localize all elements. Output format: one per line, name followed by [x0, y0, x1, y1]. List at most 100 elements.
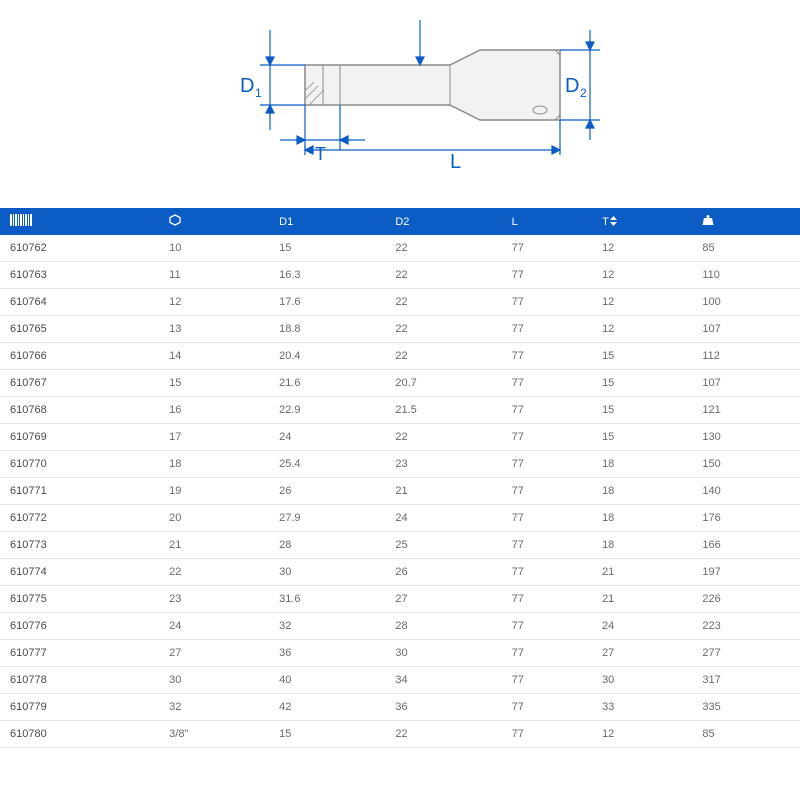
table-row: 6107691724227715130	[0, 424, 800, 451]
table-row: 6107762432287724223	[0, 613, 800, 640]
cell-L: 77	[502, 451, 592, 478]
cell-L: 77	[502, 694, 592, 721]
cell-T: 24	[592, 613, 692, 640]
col-weight	[692, 208, 800, 235]
cell-code: 610765	[0, 316, 159, 343]
cell-T: 15	[592, 397, 692, 424]
table-row: 6107651318.8227712107	[0, 316, 800, 343]
cell-L: 77	[502, 262, 592, 289]
cell-T: 18	[592, 451, 692, 478]
cell-L: 77	[502, 289, 592, 316]
cell-T: 15	[592, 343, 692, 370]
cell-D2: 30	[385, 640, 501, 667]
svg-text:D: D	[565, 75, 579, 97]
cell-weight: 335	[692, 694, 800, 721]
cell-D2: 27	[385, 586, 501, 613]
cell-hex: 30	[159, 667, 269, 694]
cell-hex: 32	[159, 694, 269, 721]
cell-L: 77	[502, 343, 592, 370]
cell-L: 77	[502, 667, 592, 694]
cell-weight: 197	[692, 559, 800, 586]
cell-hex: 20	[159, 505, 269, 532]
cell-L: 77	[502, 370, 592, 397]
cell-code: 610764	[0, 289, 159, 316]
cell-code: 610767	[0, 370, 159, 397]
cell-D2: 22	[385, 424, 501, 451]
col-d1: D1	[269, 208, 385, 235]
cell-code: 610771	[0, 478, 159, 505]
cell-L: 77	[502, 235, 592, 262]
cell-D1: 26	[269, 478, 385, 505]
cell-T: 21	[592, 559, 692, 586]
cell-D1: 40	[269, 667, 385, 694]
cell-hex: 12	[159, 289, 269, 316]
cell-T: 18	[592, 478, 692, 505]
cell-L: 77	[502, 478, 592, 505]
cell-L: 77	[502, 586, 592, 613]
cell-D1: 22.9	[269, 397, 385, 424]
cell-D2: 22	[385, 343, 501, 370]
cell-code: 610773	[0, 532, 159, 559]
cell-D1: 16.3	[269, 262, 385, 289]
cell-weight: 110	[692, 262, 800, 289]
cell-D2: 21	[385, 478, 501, 505]
socket-diagram: D 1 D 2 T	[190, 10, 610, 200]
dim-l: L	[305, 120, 560, 173]
table-row: 6107742230267721197	[0, 559, 800, 586]
cell-L: 77	[502, 424, 592, 451]
barcode-icon	[10, 214, 32, 226]
cell-D1: 36	[269, 640, 385, 667]
cell-T: 12	[592, 262, 692, 289]
col-hex	[159, 208, 269, 235]
cell-weight: 166	[692, 532, 800, 559]
cell-T: 18	[592, 505, 692, 532]
cell-L: 77	[502, 640, 592, 667]
cell-code: 610775	[0, 586, 159, 613]
cell-D1: 21.6	[269, 370, 385, 397]
table-row: 6107631116.3227712110	[0, 262, 800, 289]
cell-weight: 112	[692, 343, 800, 370]
cell-weight: 140	[692, 478, 800, 505]
cell-T: 12	[592, 316, 692, 343]
cell-D2: 22	[385, 289, 501, 316]
socket-body	[305, 50, 560, 120]
cell-D1: 15	[269, 235, 385, 262]
dim-t: T	[280, 105, 365, 164]
t-label: T	[602, 216, 609, 228]
cell-code: 610780	[0, 721, 159, 748]
cell-hex: 17	[159, 424, 269, 451]
cell-D1: 24	[269, 424, 385, 451]
cell-weight: 277	[692, 640, 800, 667]
table-row: 6107681622.921.57715121	[0, 397, 800, 424]
cell-D1: 17.6	[269, 289, 385, 316]
cell-D2: 23	[385, 451, 501, 478]
cell-D2: 26	[385, 559, 501, 586]
cell-code: 610778	[0, 667, 159, 694]
cell-weight: 85	[692, 235, 800, 262]
cell-T: 18	[592, 532, 692, 559]
cell-D1: 15	[269, 721, 385, 748]
cell-L: 77	[502, 613, 592, 640]
table-row: 6107783040347730317	[0, 667, 800, 694]
cell-code: 610772	[0, 505, 159, 532]
col-d2: D2	[385, 208, 501, 235]
cell-T: 27	[592, 640, 692, 667]
cell-T: 15	[592, 370, 692, 397]
cell-weight: 121	[692, 397, 800, 424]
col-t: T	[592, 208, 692, 235]
table-header: D1 D2 L T	[0, 208, 800, 235]
cell-D2: 25	[385, 532, 501, 559]
dim-d2: D 2	[560, 30, 600, 140]
cell-L: 77	[502, 559, 592, 586]
table-row: 610762101522771285	[0, 235, 800, 262]
table-row: 6107671521.620.77715107	[0, 370, 800, 397]
col-l: L	[502, 208, 592, 235]
cell-hex: 15	[159, 370, 269, 397]
cell-hex: 22	[159, 559, 269, 586]
cell-code: 610779	[0, 694, 159, 721]
svg-text:2: 2	[580, 86, 587, 100]
cell-L: 77	[502, 397, 592, 424]
cell-hex: 23	[159, 586, 269, 613]
cell-D1: 27.9	[269, 505, 385, 532]
table-row: 6107661420.4227715112	[0, 343, 800, 370]
